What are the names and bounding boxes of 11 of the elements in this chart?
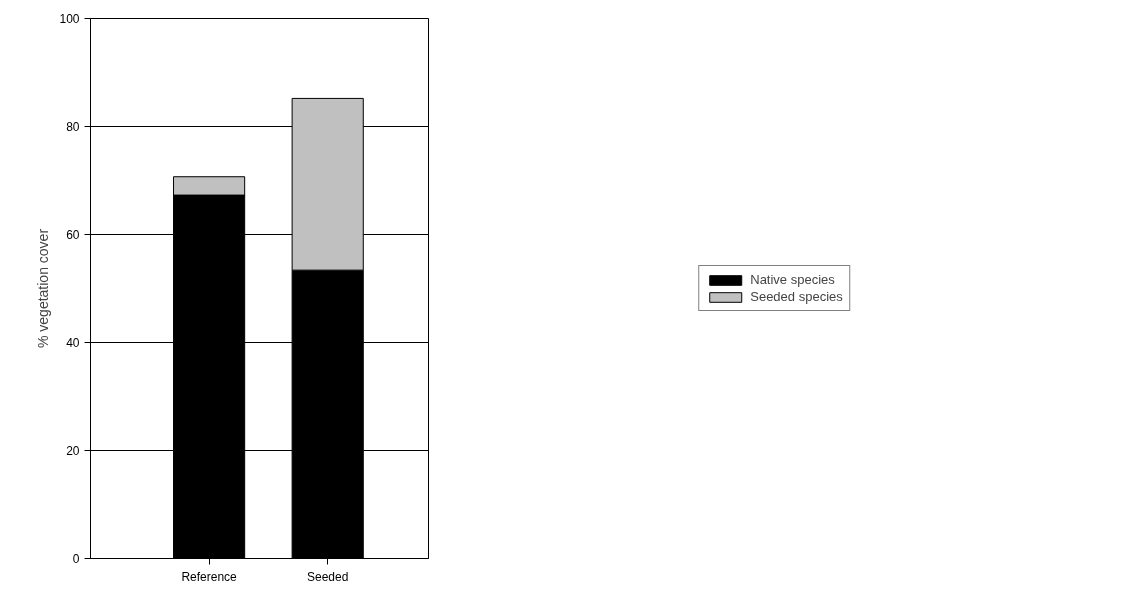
y-axis-title: % vegetation cover xyxy=(35,228,52,349)
y-tick-label: 40 xyxy=(66,336,80,350)
y-tick-label: 80 xyxy=(66,120,80,134)
x-tick-label: Seeded xyxy=(307,569,349,584)
y-tick-label: 20 xyxy=(66,444,80,458)
legend-label: Seeded species xyxy=(750,289,843,304)
y-tick-label: 60 xyxy=(66,228,80,242)
x-tick-label: Reference xyxy=(181,569,238,584)
legend-label: Native species xyxy=(750,272,835,287)
y-tick-label: 100 xyxy=(59,12,80,26)
y-tick-label: 0 xyxy=(72,552,80,566)
